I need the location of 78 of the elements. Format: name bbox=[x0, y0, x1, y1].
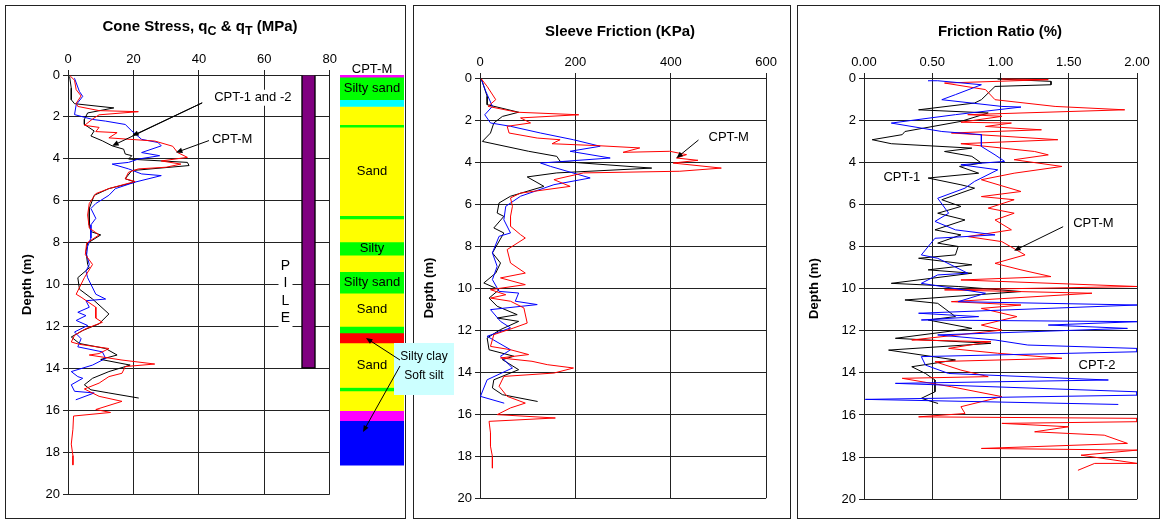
bar bbox=[340, 332, 404, 344]
annotation: CPT-1 bbox=[883, 168, 921, 184]
x-tick-label: 200 bbox=[564, 53, 587, 69]
y-tick-label: 2 bbox=[848, 111, 856, 127]
y-axis-title: Depth (m) bbox=[421, 257, 437, 319]
series-label: Silty sand bbox=[343, 274, 401, 290]
y-tick-label: 0 bbox=[52, 66, 60, 82]
y-tick-label: 20 bbox=[457, 489, 472, 505]
y-tick-label: 4 bbox=[848, 153, 856, 169]
series-label: Silty bbox=[359, 240, 385, 256]
y-tick-label: 12 bbox=[841, 322, 856, 338]
x-tick-label: 2.00 bbox=[1124, 53, 1150, 69]
y-tick-label: 8 bbox=[52, 234, 60, 250]
y-tick-label: 0 bbox=[848, 69, 856, 85]
y-tick-label: 6 bbox=[464, 195, 472, 211]
y-tick-label: 10 bbox=[457, 279, 472, 295]
x-tick-label: 80 bbox=[322, 50, 337, 66]
series-label: Sand bbox=[356, 356, 388, 372]
chart-title: Cone Stress, q$_{C}$ & q$_{T}$ (MPa) bbox=[102, 17, 298, 38]
series-label: PILE bbox=[280, 256, 291, 326]
series-label: Silty sand bbox=[343, 80, 401, 96]
y-tick-label: 6 bbox=[52, 192, 60, 208]
y-tick-label: 12 bbox=[457, 321, 472, 337]
x-tick-label: 20 bbox=[126, 50, 141, 66]
y-tick-label: 14 bbox=[457, 363, 472, 379]
y-tick-label: 18 bbox=[841, 448, 856, 464]
series-label: Sand bbox=[356, 301, 388, 317]
x-tick-label: 1.00 bbox=[987, 53, 1014, 69]
x-tick-label: 60 bbox=[257, 50, 272, 66]
y-tick-label: 2 bbox=[464, 111, 472, 127]
y-tick-label: 8 bbox=[464, 237, 472, 253]
y-tick-label: 4 bbox=[464, 153, 472, 169]
y-tick-label: 14 bbox=[841, 364, 856, 380]
y-tick-label: 20 bbox=[841, 490, 856, 506]
bar bbox=[340, 292, 404, 327]
x-tick-label: 0 bbox=[64, 50, 72, 66]
y-tick-label: 16 bbox=[45, 401, 60, 417]
annotation: CPT-2 bbox=[1077, 356, 1117, 374]
bar bbox=[340, 99, 404, 107]
annotation: CPT-M bbox=[1073, 215, 1114, 231]
chart-title: Sleeve Friction (KPa) bbox=[544, 22, 696, 39]
bar bbox=[340, 420, 404, 466]
annotation: Silty clay Soft silt bbox=[394, 343, 454, 395]
bar bbox=[340, 126, 404, 217]
x-tick-label: 400 bbox=[659, 53, 682, 69]
y-tick-label: 4 bbox=[52, 150, 60, 166]
y-tick-label: 16 bbox=[457, 405, 472, 421]
bar bbox=[340, 218, 404, 243]
y-tick-label: 14 bbox=[45, 360, 60, 376]
x-tick-label: 600 bbox=[755, 53, 778, 69]
x-tick-label: 0 bbox=[476, 53, 484, 69]
y-tick-label: 12 bbox=[45, 318, 60, 334]
chart-title: CPT-M bbox=[351, 61, 393, 76]
y-tick-label: 2 bbox=[52, 108, 60, 124]
chart-title: Friction Ratio (%) bbox=[937, 22, 1063, 39]
x-tick-label: 0.50 bbox=[919, 53, 945, 69]
y-tick-label: 18 bbox=[45, 443, 60, 459]
series-label: Sand bbox=[356, 163, 388, 179]
y-tick-label: 16 bbox=[841, 406, 856, 422]
y-axis-title: Depth (m) bbox=[19, 254, 35, 315]
y-tick-label: 8 bbox=[848, 238, 856, 254]
x-tick-label: 1.50 bbox=[1056, 53, 1082, 69]
x-tick-label: 0.00 bbox=[851, 53, 877, 69]
bar bbox=[340, 106, 404, 125]
y-tick-label: 0 bbox=[464, 69, 472, 85]
y-axis-title: Depth (m) bbox=[806, 258, 822, 319]
x-tick-label: 40 bbox=[191, 50, 207, 66]
bar bbox=[340, 410, 404, 421]
y-tick-label: 20 bbox=[45, 485, 60, 501]
y-tick-label: 10 bbox=[45, 276, 60, 292]
y-tick-label: 18 bbox=[457, 447, 472, 463]
annotation: CPT-1 and -2 bbox=[214, 89, 292, 105]
annotation: CPT-M bbox=[708, 128, 749, 144]
y-tick-label: 10 bbox=[841, 280, 856, 296]
bar bbox=[340, 390, 404, 411]
annotation: CPT-M bbox=[211, 131, 253, 147]
bar bbox=[340, 254, 404, 273]
y-tick-label: 6 bbox=[848, 195, 856, 211]
